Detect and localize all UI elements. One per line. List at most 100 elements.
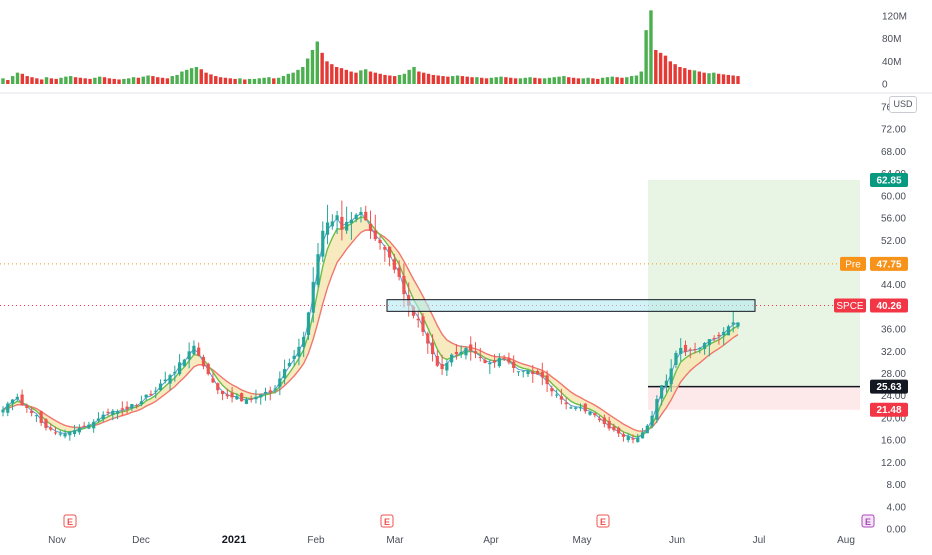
volume-bar[interactable] [455,75,460,85]
volume-bar[interactable] [509,77,513,84]
earnings-marker[interactable] [861,514,875,528]
volume-bar[interactable] [654,50,658,84]
candle[interactable] [349,219,354,224]
candle[interactable] [297,346,301,357]
volume-bar[interactable] [330,64,334,84]
volume-bar[interactable] [683,68,687,84]
volume-bar[interactable] [581,78,585,84]
volume-bar[interactable] [639,71,643,84]
candle[interactable] [545,375,549,385]
volume-bar[interactable] [373,72,378,84]
candle[interactable] [220,390,225,395]
volume-bar[interactable] [117,79,121,84]
volume-bar[interactable] [276,77,281,84]
volume-bar[interactable] [658,52,663,84]
volume-bar[interactable] [716,73,721,84]
candle[interactable] [368,223,373,231]
volume-bar[interactable] [383,74,387,84]
currency-badge[interactable]: USD [889,96,917,113]
earnings-marker[interactable] [380,514,394,528]
volume-bar[interactable] [644,30,648,85]
candle[interactable] [139,401,144,405]
volume-bar[interactable] [49,78,54,84]
candle[interactable] [311,281,315,313]
volume-bar[interactable] [392,76,397,84]
volume-bar[interactable] [78,77,83,84]
volume-bar[interactable] [494,77,498,84]
candle[interactable] [736,322,740,327]
candle[interactable] [144,394,148,398]
candle[interactable] [617,427,621,434]
candle[interactable] [201,356,206,367]
candle[interactable] [263,391,268,394]
volume-bar[interactable] [247,78,252,84]
candle[interactable] [244,399,249,404]
volume-bar[interactable] [214,76,218,84]
volume-bar[interactable] [431,74,436,84]
volume-bar[interactable] [88,78,92,84]
volume-bar[interactable] [610,76,614,84]
volume-bar[interactable] [697,71,702,84]
volume-bar[interactable] [93,77,97,84]
candle[interactable] [612,426,616,431]
price-label-bg-premarket[interactable] [870,256,908,271]
price-label-bg-target[interactable] [870,173,908,188]
volume-bar[interactable] [310,50,315,84]
candle[interactable] [115,411,120,414]
volume-bar[interactable] [518,78,523,84]
candle[interactable] [87,424,91,429]
candle[interactable] [731,322,735,325]
candle[interactable] [206,363,210,375]
candle[interactable] [101,414,105,420]
candle[interactable] [469,344,473,351]
candle[interactable] [120,408,124,410]
candle[interactable] [287,362,291,367]
candle[interactable] [30,410,34,413]
candle[interactable] [631,438,635,440]
candle[interactable] [387,246,392,258]
candle[interactable] [135,405,139,407]
volume-bar[interactable] [151,76,155,84]
candle[interactable] [163,379,167,382]
volume-bar[interactable] [707,73,711,84]
volume-bar[interactable] [112,78,116,84]
volume-bar[interactable] [629,76,634,84]
volume-bar[interactable] [141,76,145,84]
candle[interactable] [597,418,602,421]
candle[interactable] [20,394,24,406]
candle[interactable] [173,371,177,374]
volume-bar[interactable] [146,75,150,85]
candle[interactable] [68,431,72,436]
volume-bar[interactable] [513,78,518,84]
candle[interactable] [688,349,692,351]
earnings-marker[interactable] [63,514,77,528]
candle[interactable] [6,403,10,413]
candle[interactable] [559,396,564,400]
volume-bar[interactable] [185,69,189,84]
volume-bar[interactable] [180,71,184,84]
volume-bar[interactable] [596,78,600,84]
candle[interactable] [354,214,358,220]
profit-zone[interactable] [648,180,860,387]
candle[interactable] [454,351,459,355]
candle[interactable] [316,254,320,285]
candle[interactable] [426,333,430,344]
candle[interactable] [392,259,396,270]
volume-bar[interactable] [436,75,440,85]
volume-bar[interactable] [736,76,740,84]
volume-bar[interactable] [315,41,320,85]
volume-bar[interactable] [600,77,605,84]
volume-bar[interactable] [10,76,15,84]
candle[interactable] [402,275,406,295]
candle[interactable] [531,371,535,375]
candle[interactable] [693,349,697,351]
volume-bar[interactable] [160,77,165,84]
candle[interactable] [440,364,444,370]
candle[interactable] [464,347,468,356]
candle[interactable] [340,216,344,230]
volume-bar[interactable] [189,68,194,84]
volume-bar[interactable] [320,52,324,84]
volume-bar[interactable] [325,61,329,84]
